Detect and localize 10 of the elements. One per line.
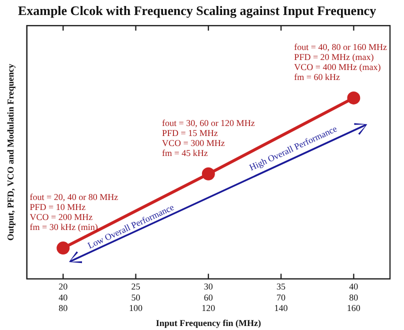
x-tick-label: 35 70 140 <box>274 282 288 314</box>
annotation: fout = 40, 80 or 160 MHz PFD = 20 MHz (max) VCO = 400 MHz (max) fm = 60 kHz <box>294 42 388 82</box>
x-axis-title: Input Frequency fin (MHz) <box>156 318 261 328</box>
x-tick-label: 25 50 100 <box>129 282 144 314</box>
annotation: fout = 30, 60 or 120 MHz PFD = 15 MHz VCO = 300 MHz fm = 45 kHz <box>162 118 255 158</box>
y-axis-title: Output, PFD, VCO and Modulatin Frequency <box>6 63 16 241</box>
chart-title: Example Clcok with Frequency Scaling against Input Frequency <box>18 3 377 18</box>
x-tick-label: 40 80 160 <box>346 282 361 314</box>
x-tick-label: 30 60 120 <box>202 282 216 314</box>
x-tick-label: 20 40 80 <box>58 282 68 314</box>
